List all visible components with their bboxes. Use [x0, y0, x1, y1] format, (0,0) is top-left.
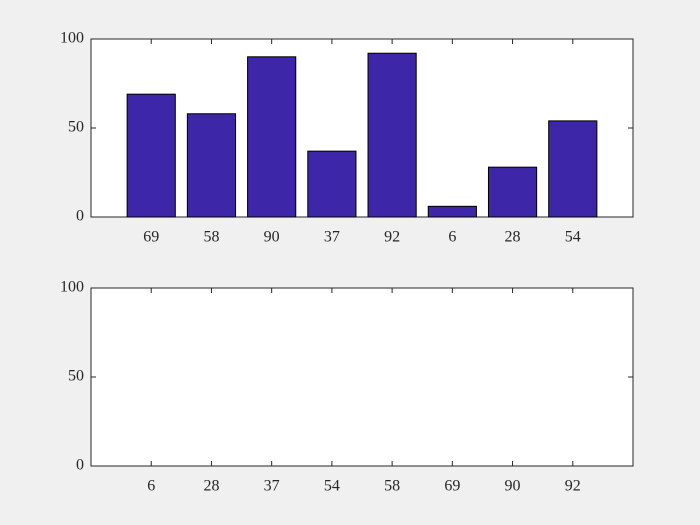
x-tick-label: 58: [203, 229, 219, 246]
y-tick-label: 0: [76, 208, 84, 225]
x-tick-label: 28: [505, 229, 521, 246]
x-tick-label: 90: [505, 478, 521, 495]
x-tick-label: 92: [384, 229, 400, 246]
x-tick-label: 6: [448, 229, 456, 246]
x-tick-label: 37: [324, 229, 340, 246]
x-tick-label: 69: [143, 229, 159, 246]
x-tick-label: 90: [264, 229, 280, 246]
y-tick-label: 100: [60, 279, 84, 296]
x-tick-label: 37: [264, 478, 280, 495]
x-tick-label: 28: [203, 478, 219, 495]
bar: [548, 120, 598, 218]
y-tick-label: 100: [60, 30, 84, 47]
bar: [367, 52, 417, 218]
x-tick-label: 6: [147, 478, 155, 495]
x-tick-label: 58: [384, 478, 400, 495]
bar: [186, 113, 237, 218]
x-tick-label: 92: [565, 478, 581, 495]
y-tick-label: 0: [76, 457, 84, 474]
axes: [90, 287, 634, 467]
x-tick-label: 54: [565, 229, 581, 246]
bar: [427, 205, 477, 218]
bar: [247, 56, 297, 218]
y-tick-label: 50: [68, 119, 84, 136]
bar: [307, 150, 357, 218]
x-tick-label: 69: [444, 478, 460, 495]
x-tick-label: 54: [324, 478, 340, 495]
axes: [90, 38, 634, 218]
bar: [126, 93, 176, 218]
y-tick-label: 50: [68, 368, 84, 385]
bar: [487, 166, 538, 218]
